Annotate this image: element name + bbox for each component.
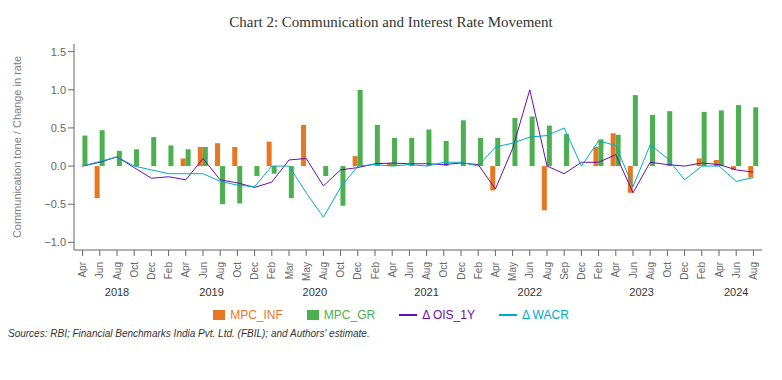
svg-text:Jun: Jun: [524, 262, 535, 278]
html-text:2024: 2024: [723, 286, 749, 298]
svg-text:Feb: Feb: [473, 262, 484, 280]
svg-text:Oct: Oct: [438, 262, 449, 278]
svg-text:Mar: Mar: [284, 261, 295, 279]
svg-text:Apr: Apr: [714, 261, 725, 277]
svg-text:Feb: Feb: [696, 262, 707, 280]
svg-text:Jun: Jun: [198, 262, 209, 278]
svg-text:−1.0: −1.0: [44, 236, 66, 248]
svg-text:Apr: Apr: [610, 261, 621, 277]
svg-text:Aug: Aug: [748, 262, 759, 280]
html-text:2020: 2020: [302, 286, 327, 298]
svg-text:Aug: Aug: [318, 262, 329, 280]
svg-text:Oct: Oct: [335, 262, 346, 278]
svg-text:Jun: Jun: [404, 262, 415, 278]
svg-text:Dec: Dec: [352, 262, 363, 280]
svg-text:Oct: Oct: [232, 262, 243, 278]
svg-text:Sep: Sep: [559, 262, 570, 280]
svg-text:Apr: Apr: [387, 261, 398, 277]
html-text:2018: 2018: [104, 286, 130, 298]
svg-text:1.0: 1.0: [51, 84, 66, 96]
html-text:Sources: RBI; Financial Benchm: Sources: RBI; Financial Benchmarks India…: [8, 328, 370, 339]
svg-text:Aug: Aug: [112, 262, 123, 280]
html-text:MPC_GR: MPC_GR: [323, 308, 376, 322]
svg-text:Jun: Jun: [94, 262, 105, 278]
svg-text:Feb: Feb: [266, 262, 277, 280]
svg-text:0.5: 0.5: [51, 122, 66, 134]
svg-text:Feb: Feb: [370, 262, 381, 280]
svg-text:Oct: Oct: [662, 262, 673, 278]
svg-text:Dec: Dec: [249, 262, 260, 280]
svg-text:May: May: [507, 262, 518, 281]
svg-text:−0.5: −0.5: [44, 198, 66, 210]
svg-text:Jun: Jun: [628, 262, 639, 278]
svg-text:Aug: Aug: [215, 262, 226, 280]
svg-text:Dec: Dec: [146, 262, 157, 280]
svg-text:Apr: Apr: [180, 261, 191, 277]
svg-text:Apr: Apr: [77, 261, 88, 277]
html-text:2021: 2021: [414, 286, 439, 298]
svg-text:Communication tone / Change in: Communication tone / Change in rate: [11, 56, 23, 238]
svg-text:Dec: Dec: [456, 262, 467, 280]
html-text:2022: 2022: [517, 286, 542, 298]
html-text:2019: 2019: [199, 286, 224, 298]
svg-text:May: May: [301, 262, 312, 281]
svg-text:Dec: Dec: [576, 262, 587, 280]
svg-text:Jun: Jun: [731, 262, 742, 278]
svg-text:Dec: Dec: [679, 262, 690, 280]
svg-text:Apr: Apr: [490, 261, 501, 277]
html-text:Chart 2: Communication and Int: Chart 2: Communication and Interest Rate…: [229, 14, 553, 30]
svg-text:0.0: 0.0: [51, 160, 66, 172]
svg-text:1.5: 1.5: [51, 46, 66, 58]
svg-text:Oct: Oct: [129, 262, 140, 278]
svg-text:Aug: Aug: [421, 262, 432, 280]
svg-text:Aug: Aug: [645, 262, 656, 280]
html-text:Δ WACR: Δ WACR: [521, 308, 569, 322]
html-text:MPC_INF: MPC_INF: [230, 308, 283, 322]
html-text:2023: 2023: [629, 286, 654, 298]
svg-text:Feb: Feb: [593, 262, 604, 280]
svg-text:Feb: Feb: [163, 262, 174, 280]
svg-text:Aug: Aug: [542, 262, 553, 280]
html-text:Δ OIS_1Y: Δ OIS_1Y: [422, 308, 475, 322]
